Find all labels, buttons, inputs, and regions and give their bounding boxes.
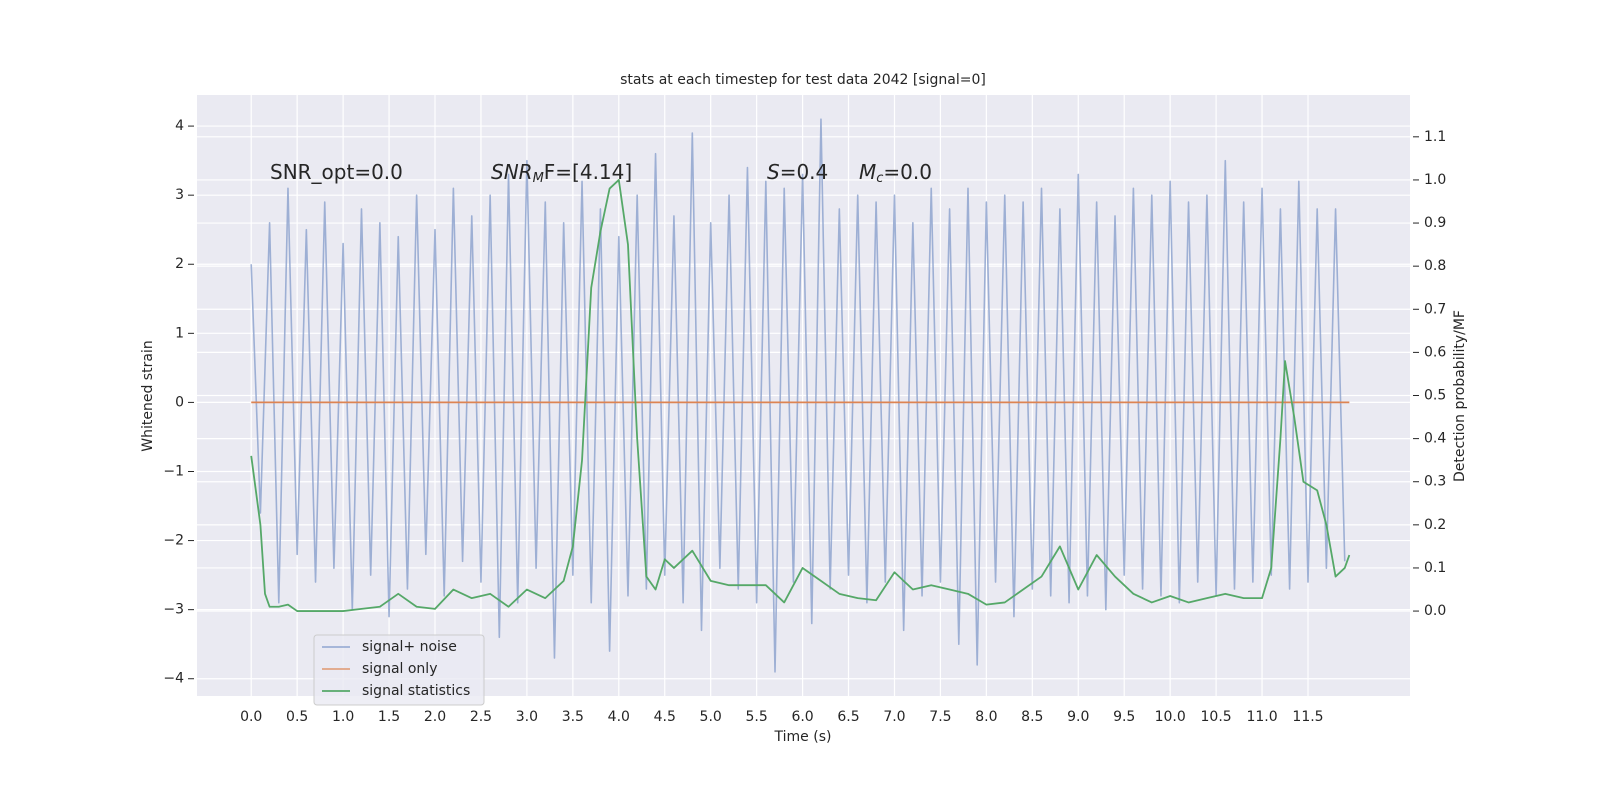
y2-tick-label: 0.7 [1424,301,1446,317]
annotation-part: M [533,171,544,186]
x-tick-label: 6.0 [791,709,813,725]
legend-box [313,634,485,706]
y2-tick-label: 0.5 [1424,388,1446,404]
x-tick-label: 4.0 [608,709,630,725]
annotations: SNR_opt=0.0 SNRMF=[4.14] S=0.4 Mc=0.0 [270,160,932,186]
y2-tick-label: 0.6 [1424,344,1446,360]
x-axis-label: Time (s) [774,729,832,745]
x-tick-label: 8.0 [975,709,997,725]
y-tick-label: 2 [175,256,184,272]
y-tick-label: −4 [163,671,184,687]
y2-tick-label: 0.3 [1424,474,1446,490]
x-tick-label: 0.0 [240,709,262,725]
marks [250,118,1351,673]
x-tick-label: 2.0 [424,709,446,725]
x-tick-label: 3.5 [562,709,584,725]
x-tick-label: 1.0 [332,709,354,725]
x-tick-label: 11.5 [1292,709,1323,725]
y-axis-label: Whitened strain [140,340,156,451]
y2-tick-label: 0.0 [1424,603,1446,619]
series-line [250,179,1351,612]
x-tick-label: 4.5 [654,709,676,725]
annotation-part: SNR [491,160,533,184]
y2-tick-label: 0.9 [1424,215,1446,231]
x-tick-label: 5.0 [700,709,722,725]
legend: signal+ noise signal only signal statistic… [313,634,485,706]
y-tick-label: 0 [175,394,184,410]
y-tick-label: −2 [163,533,184,549]
x-tick-label: 1.5 [378,709,400,725]
x-tick-label: 7.5 [929,709,951,725]
annotation-part: S [767,160,780,184]
y-tick-label: 1 [175,325,184,341]
x-tick-label: 9.0 [1067,709,1089,725]
y2-tick-label: 1.1 [1424,129,1446,145]
x-tick-label: 2.5 [470,709,492,725]
y-tick-label: 3 [175,187,184,203]
annotation-part: c [876,171,883,186]
x-tick-label: 6.5 [837,709,859,725]
annotation: Mc=0.0 [859,160,932,186]
y2-tick-label: 0.8 [1424,258,1446,274]
y-tick-label: −1 [163,463,184,479]
x-tick-label: 7.0 [883,709,905,725]
legend-label: signal statistics [362,683,470,699]
x-tick-label: 0.5 [286,709,308,725]
x-tick-label: 10.0 [1155,709,1186,725]
annotation-part: =0.4 [780,160,829,184]
x-tick-label: 3.0 [516,709,538,725]
y2-tick-label: 0.1 [1424,560,1446,576]
x-tick-label: 5.5 [746,709,768,725]
chart-title: stats at each timestep for test data 204… [620,72,986,88]
y2-tick-label: 0.4 [1424,431,1446,447]
annotation: SNR_opt=0.0 [270,160,403,184]
legend-label: signal only [362,661,437,677]
annotation-part: SNR_opt=0.0 [270,160,403,184]
annotation-part: =0.0 [883,160,932,184]
x-tick-label: 11.0 [1246,709,1277,725]
annotation-part: M [859,160,876,184]
series-line [250,118,1346,673]
y-tick-label: −3 [163,602,184,618]
annotation-part: F=[4.14] [544,160,632,184]
x-tick-label: 8.5 [1021,709,1043,725]
y-tick-label: 4 [175,118,184,134]
x-tick-label: 10.5 [1201,709,1232,725]
y2-axis-label: Detection probability/MF [1452,310,1468,482]
y2-tick-label: 1.0 [1424,172,1446,188]
annotation: S=0.4 [767,160,828,184]
legend-label: signal+ noise [362,639,457,655]
y2-tick-label: 0.2 [1424,517,1446,533]
x-tick-label: 9.5 [1113,709,1135,725]
annotation: SNRMF=[4.14] [491,160,632,186]
